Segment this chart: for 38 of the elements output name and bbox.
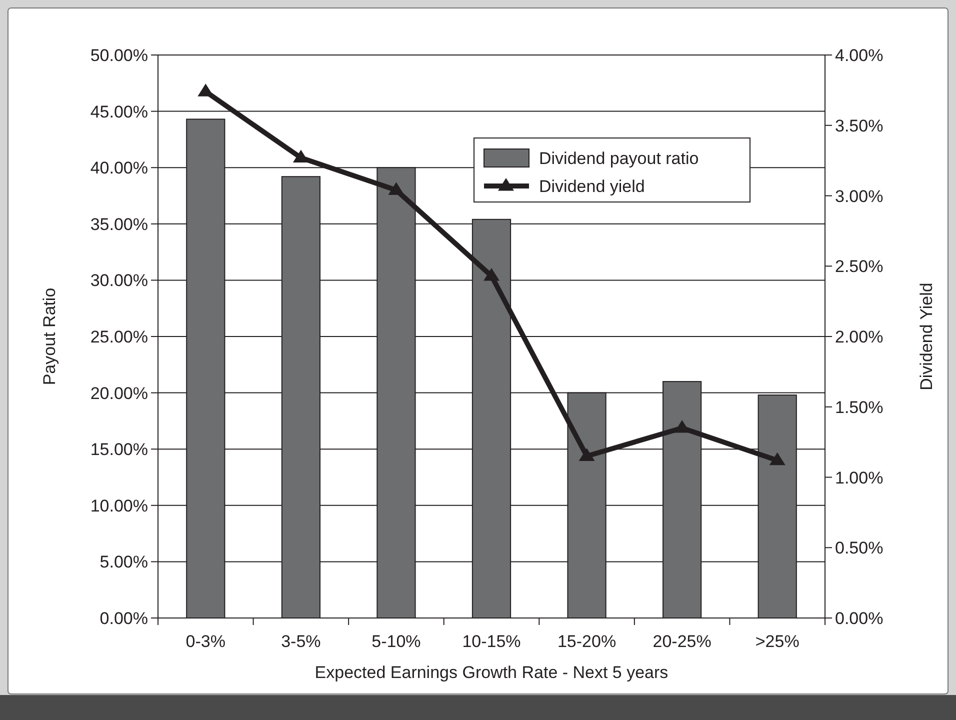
y-tick-label: 0.00% [100, 609, 148, 628]
x-axis-title: Expected Earnings Growth Rate - Next 5 years [314, 663, 668, 682]
y-tick-label: 50.00% [90, 46, 148, 65]
point [292, 150, 309, 163]
y-tick-label: 15.00% [90, 440, 148, 460]
x-tick-label: 5-10% [372, 632, 421, 651]
point [769, 452, 786, 466]
y-tick-label: 45.00% [90, 102, 148, 122]
y2-tick-label: 2.00% [835, 328, 884, 346]
point [674, 420, 690, 433]
y-tick-label: 40.00% [90, 158, 148, 178]
y-tick-label: 30.00% [90, 271, 148, 290]
x-tick-label: 15-20% [557, 632, 616, 651]
y-tick-label: 5.00% [100, 552, 148, 572]
x-tick-label: 20-25% [652, 632, 712, 651]
y-axis-title: Payout Ratio [40, 288, 59, 386]
x-tick-label: 0-3% [186, 632, 226, 651]
y-tick-label: 35.00% [90, 214, 148, 234]
y2-tick-label: 3.00% [835, 186, 884, 206]
point [484, 268, 500, 281]
y2-axis-title: Dividend Yield [917, 282, 936, 390]
y2-tick-label: 3.50% [835, 116, 884, 136]
x-tick-label: >25% [755, 632, 800, 651]
y-tick-label: 20.00% [90, 384, 148, 403]
y2-tick-label: 1.50% [835, 398, 884, 417]
legend-label: Dividend payout ratio [539, 149, 699, 168]
point [388, 182, 404, 195]
y2-tick-label: 0.50% [835, 538, 884, 558]
y2-tick-label: 0.00% [835, 609, 884, 628]
x-tick-label: 3-5% [281, 632, 321, 651]
legend-label: Dividend yield [539, 177, 645, 196]
x-tick-label: 10-15% [462, 632, 521, 651]
y2-tick-label: 1.00% [835, 468, 884, 488]
y2-tick-label: 4.00% [835, 46, 884, 65]
point [578, 448, 595, 461]
y2-tick-label: 2.50% [835, 257, 884, 276]
y-tick-label: 10.00% [90, 496, 148, 516]
y-tick-label: 25.00% [90, 328, 148, 346]
